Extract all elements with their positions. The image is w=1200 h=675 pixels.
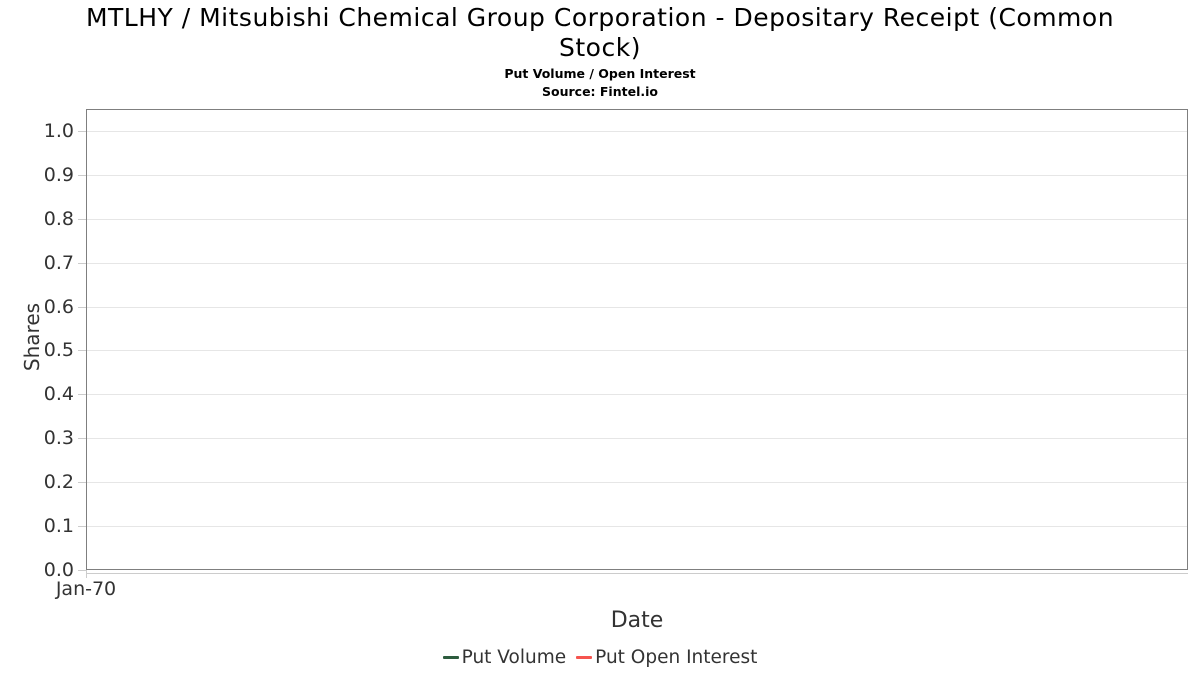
y-axis-tick-mark	[78, 350, 86, 352]
y-axis-tick-mark	[78, 218, 86, 220]
y-axis-tick-label: 0.4	[43, 383, 74, 406]
y-axis-tick-label: 0.9	[43, 163, 74, 186]
y-axis-tick-label: 0.3	[43, 427, 74, 450]
x-axis-tick-label: Jan-70	[55, 578, 117, 600]
y-axis-tick-mark	[78, 570, 86, 571]
x-axis-line	[86, 573, 1188, 574]
gridline	[87, 130, 1187, 132]
gridline	[87, 218, 1187, 220]
gridline	[87, 306, 1187, 308]
x-axis-tick-mark	[86, 570, 87, 578]
y-axis-tick-mark	[78, 262, 86, 264]
y-axis-tick-mark	[78, 174, 86, 176]
put-volume-line-icon	[442, 655, 459, 659]
gridline	[87, 394, 1187, 396]
gridline	[87, 482, 1187, 484]
y-axis-tick-label: 0.5	[43, 339, 74, 362]
gridline	[87, 174, 1187, 176]
y-axis-tick-label: 0.8	[43, 207, 74, 230]
legend-label-put-volume: Put Volume	[461, 646, 567, 668]
chart-header: MTLHY / Mitsubishi Chemical Group Corpor…	[0, 3, 1200, 63]
chart-title: MTLHY / Mitsubishi Chemical Group Corpor…	[85, 3, 1115, 62]
legend-item-put-open-interest[interactable]: Put Open Interest	[576, 647, 757, 668]
y-axis-tick-label: 0.1	[43, 515, 74, 538]
y-axis-tick-label: 0.2	[43, 471, 74, 494]
chart-subtitle: Put Volume / Open Interest	[504, 66, 696, 81]
y-axis-tick-label: 0.6	[43, 295, 74, 318]
chart-source-note: Source: Fintel.io	[542, 84, 658, 99]
legend: Put Volume Put Open Interest	[0, 644, 1200, 670]
gridline	[87, 350, 1187, 352]
plot-area	[86, 109, 1188, 570]
put-open-interest-line-icon	[576, 655, 593, 659]
x-axis-title: Date	[610, 608, 664, 633]
y-axis-tick-mark	[78, 130, 86, 132]
y-axis-tick-label: 0.0	[43, 559, 74, 581]
y-axis-tick-label: 1.0	[43, 119, 74, 142]
y-axis-tick-mark	[78, 394, 86, 396]
y-axis-tick-mark	[78, 306, 86, 308]
y-axis-tick-mark	[78, 526, 86, 528]
y-axis-tick-label: 0.7	[43, 251, 74, 274]
gridline	[87, 526, 1187, 528]
legend-item-put-volume[interactable]: Put Volume	[442, 646, 567, 668]
gridline	[87, 262, 1187, 264]
legend-label-put-open-interest: Put Open Interest	[595, 646, 758, 668]
y-axis-tick-mark	[78, 438, 86, 440]
y-axis-tick-mark	[78, 482, 86, 484]
gridline	[87, 438, 1187, 440]
